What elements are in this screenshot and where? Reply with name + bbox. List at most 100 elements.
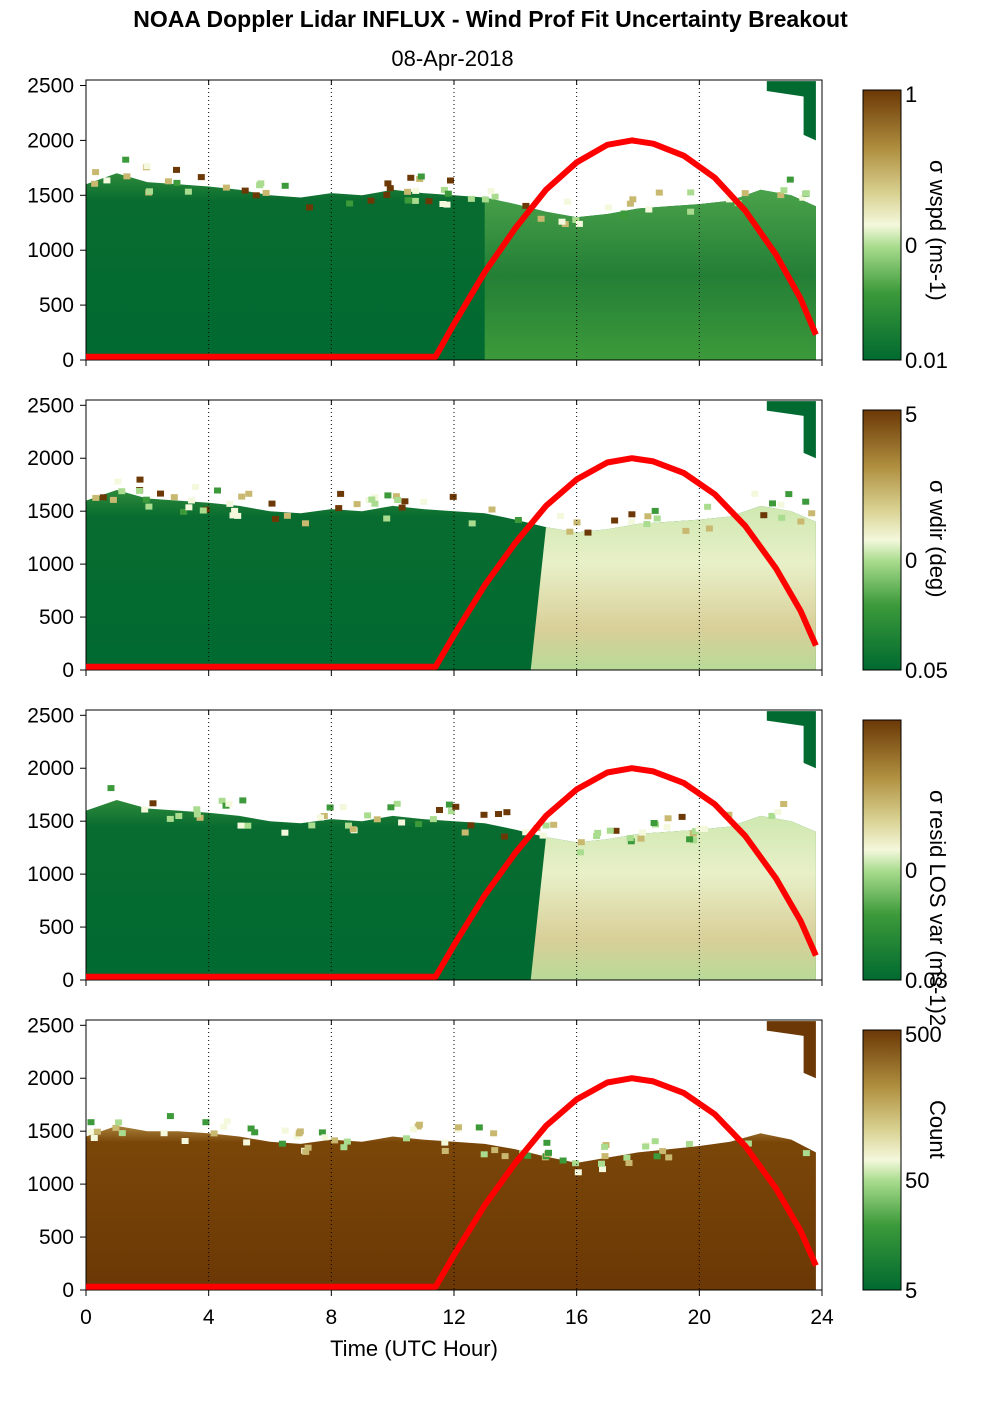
heatmap-cell <box>420 498 428 505</box>
heatmap-cell <box>461 829 469 836</box>
heatmap-cell <box>620 210 628 217</box>
heatmap-cell <box>160 1130 168 1137</box>
heatmap-cell <box>112 1124 120 1131</box>
heatmap-cell <box>214 487 221 494</box>
heatmap-cell <box>425 198 433 205</box>
heatmap-cell <box>339 804 347 811</box>
heatmap-cell <box>445 801 453 808</box>
heatmap-cell <box>606 827 614 834</box>
heatmap-cell <box>283 512 291 519</box>
y-tick-label: 0 <box>62 349 74 372</box>
heatmap-cell <box>491 1147 499 1154</box>
heatmap-cell <box>237 822 245 829</box>
heatmap-region <box>86 1125 816 1290</box>
heatmap-cell <box>598 1160 605 1167</box>
heatmap-cell <box>92 494 100 501</box>
colorbar-tick-label: 0 <box>905 858 917 883</box>
heatmap-cell <box>725 196 733 203</box>
heatmap-daytime-region <box>530 815 816 980</box>
colorbar <box>862 89 902 361</box>
heatmap-cell <box>495 811 502 817</box>
heatmap-cell <box>744 1140 752 1147</box>
heatmap-cell <box>651 507 659 514</box>
y-tick-label: 500 <box>39 294 74 317</box>
heatmap-cell <box>383 515 391 522</box>
heatmap-cell <box>626 200 634 207</box>
heatmap-cell <box>452 803 460 810</box>
heatmap-cell <box>296 1128 304 1135</box>
heatmap-cell <box>398 819 406 826</box>
heatmap-cell <box>797 518 805 525</box>
heatmap-cell <box>651 1138 659 1145</box>
heatmap-cell <box>480 811 488 818</box>
heatmap-cell <box>166 1113 174 1120</box>
heatmap-cell <box>181 1138 189 1144</box>
heatmap-cell <box>229 512 237 519</box>
heatmap-cell <box>326 804 334 811</box>
heatmap-cell <box>343 1138 351 1145</box>
solar-elevation-curve <box>86 137 819 360</box>
heatmap-cell <box>490 1130 498 1137</box>
heatmap-cell <box>353 501 361 508</box>
x-tick-label: 24 <box>810 1306 834 1329</box>
heatmap-cell <box>601 1143 609 1150</box>
heatmap-cell <box>695 825 703 832</box>
heatmap-cell <box>234 512 242 519</box>
heatmap-cell <box>410 1126 417 1133</box>
heatmap-cell <box>501 1153 509 1160</box>
heatmap-cell <box>109 496 117 503</box>
heatmap-cell <box>394 497 402 503</box>
heatmap-cell <box>741 190 749 197</box>
heatmap-cell <box>584 529 592 536</box>
heatmap-cell <box>404 197 412 204</box>
heatmap-cell <box>262 189 270 196</box>
colorbar-tick-label: 5 <box>905 402 917 427</box>
heatmap-cell <box>157 490 164 497</box>
heatmap-cell <box>401 498 409 505</box>
heatmap-cell <box>650 820 658 826</box>
heatmap-cell <box>627 838 635 845</box>
heatmap-cell <box>444 190 452 197</box>
heatmap-cell <box>293 1133 301 1140</box>
heatmap-cell <box>577 839 585 846</box>
heatmap-cell <box>491 193 499 200</box>
colorbar <box>862 409 902 671</box>
heatmap-cell <box>481 196 489 203</box>
heatmap-cell <box>643 521 651 527</box>
heatmap-cell <box>802 498 810 505</box>
heatmap-cell <box>218 797 226 804</box>
heatmap-cell <box>281 829 289 836</box>
heatmap-cell <box>625 1160 633 1166</box>
y-tick-label: 500 <box>39 1226 74 1249</box>
heatmap-cell <box>146 188 153 195</box>
heatmap-cell <box>306 204 313 211</box>
heatmap-cell <box>202 1119 210 1126</box>
heatmap-cell <box>665 1154 673 1161</box>
heatmap-cell <box>645 206 653 213</box>
heatmap-cell <box>682 527 690 534</box>
heatmap-cell <box>407 174 415 181</box>
heatmap-cell <box>308 822 316 829</box>
y-tick-label: 1000 <box>27 863 74 886</box>
heatmap-cell <box>687 208 695 215</box>
heatmap-cell <box>118 488 126 495</box>
heatmap-cell <box>412 187 420 194</box>
panel-3: 0 500 1000 1500 2000 2500 0 0.03σ resid LOS var… <box>27 704 950 1026</box>
heatmap-cell <box>664 815 672 822</box>
heatmap-cell <box>231 507 239 514</box>
chart-title: NOAA Doppler Lidar INFLUX - Wind Prof Fi… <box>133 6 848 32</box>
heatmap-cell <box>149 800 157 807</box>
solar-elevation-curve <box>86 1075 819 1290</box>
heatmap-cell <box>252 192 260 199</box>
heatmap-cell <box>563 198 571 205</box>
heatmap-cell <box>604 204 612 211</box>
heatmap-cell <box>415 821 423 828</box>
heatmap-cell <box>777 192 785 199</box>
colorbar-title: σ wdir (deg) <box>925 480 950 598</box>
y-tick-label: 1500 <box>27 184 74 207</box>
heatmap-cell <box>574 1169 582 1176</box>
heatmap-cell <box>103 177 111 184</box>
y-tick-label: 500 <box>39 916 74 939</box>
heatmap-cell <box>537 215 545 222</box>
heatmap-cell <box>384 180 392 187</box>
